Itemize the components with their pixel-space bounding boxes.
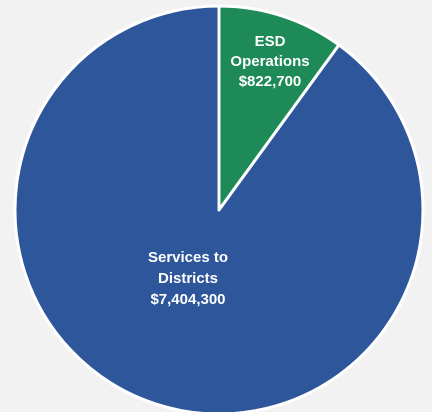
- pie-slice-value-0: $822,700: [239, 73, 302, 90]
- pie-slice-label-line-0-1: Operations: [230, 53, 309, 70]
- pie-slice-1: [13, 4, 425, 412]
- pie-slice-label-line-1-1: Districts: [158, 270, 218, 287]
- pie-slice-value-1: $7,404,300: [150, 291, 225, 308]
- pie-slice-label-0: ESD Operations $822,700: [230, 33, 309, 90]
- pie-slices: [13, 4, 425, 412]
- pie-slice-label-line-1-0: Services to: [148, 249, 228, 266]
- pie-slice-0: [217, 4, 341, 212]
- pie-labels: ESD Operations $822,700 Services to District…: [148, 33, 310, 308]
- pie-slice-label-line-0-0: ESD: [255, 33, 286, 50]
- pie-slice-label-1: Services to Districts $7,404,300: [148, 249, 228, 308]
